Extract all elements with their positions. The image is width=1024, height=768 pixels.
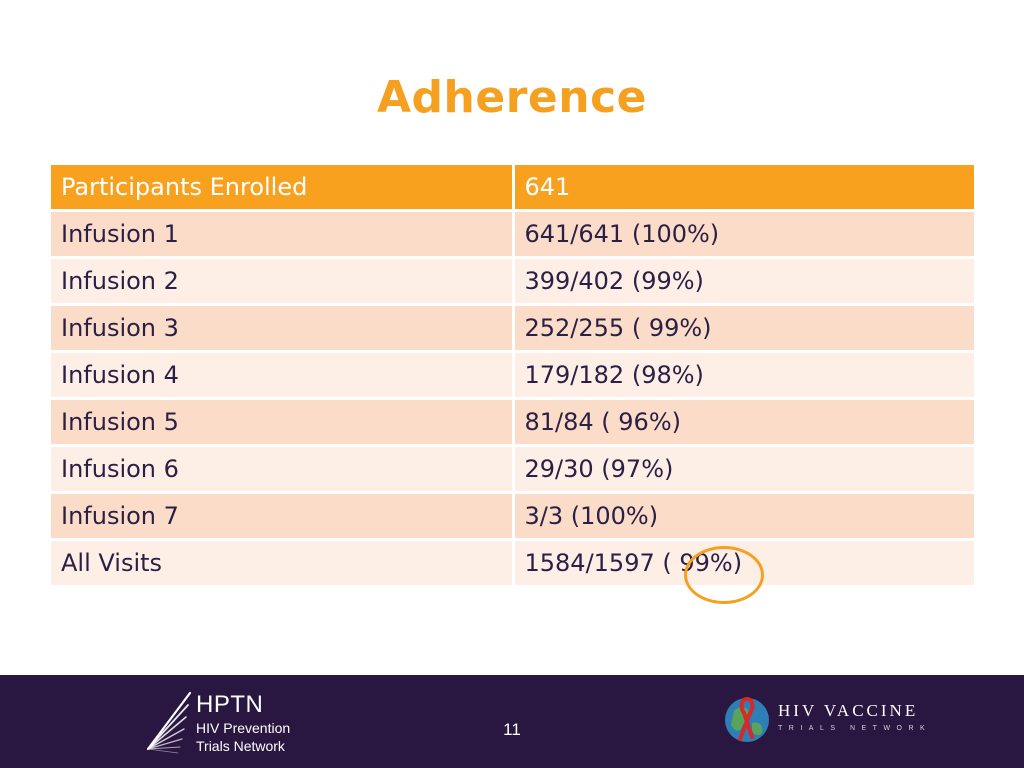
header-value: 641	[511, 165, 974, 212]
row-label: Infusion 2	[51, 257, 513, 306]
hptn-line-2: Trials Network	[196, 738, 285, 754]
header-label: Participants Enrolled	[51, 165, 513, 212]
row-label: Infusion 1	[51, 210, 513, 259]
highlight-circle	[684, 546, 764, 604]
table-row: Infusion 5 81/84 ( 96%)	[51, 398, 974, 447]
table-row: Infusion 4 179/182 (98%)	[51, 351, 974, 400]
row-label: Infusion 5	[51, 398, 513, 447]
table-row: Infusion 2 399/402 (99%)	[51, 257, 974, 306]
row-value: 399/402 (99%)	[511, 257, 974, 306]
adherence-table: Participants Enrolled 641 Infusion 1 641…	[51, 165, 974, 588]
footer-bar: HPTN HIV Prevention Trials Network 11 HI…	[0, 675, 1024, 768]
row-value: 81/84 ( 96%)	[511, 398, 974, 447]
table-row: Infusion 7 3/3 (100%)	[51, 492, 974, 541]
table-row: Infusion 1 641/641 (100%)	[51, 210, 974, 259]
row-value: 179/182 (98%)	[511, 351, 974, 400]
row-label: All Visits	[51, 539, 513, 588]
hptn-starburst-icon	[146, 691, 192, 754]
table-row: Infusion 3 252/255 ( 99%)	[51, 304, 974, 353]
row-value: 641/641 (100%)	[511, 210, 974, 259]
table-row: Infusion 6 29/30 (97%)	[51, 445, 974, 494]
hptn-logo: HPTN HIV Prevention Trials Network	[140, 685, 360, 760]
hvtn-name: HIV VACCINE	[778, 701, 919, 720]
slide-title: Adherence	[376, 72, 647, 123]
hvtn-sub: TRIALS NETWORK	[778, 725, 932, 732]
row-label: Infusion 6	[51, 445, 513, 494]
table-row: All Visits 1584/1597 ( 99%)	[51, 539, 974, 588]
page-number: 11	[503, 720, 521, 739]
row-label: Infusion 7	[51, 492, 513, 541]
row-label: Infusion 4	[51, 351, 513, 400]
row-label: Infusion 3	[51, 304, 513, 353]
hvtn-globe-ribbon-icon	[725, 697, 769, 742]
hvtn-logo: HIV VACCINE TRIALS NETWORK	[722, 693, 942, 749]
row-value: 252/255 ( 99%)	[511, 304, 974, 353]
hptn-line-1: HIV Prevention	[196, 720, 291, 736]
table-header-row: Participants Enrolled 641	[51, 165, 974, 212]
hptn-name: HPTN	[196, 691, 264, 718]
row-value: 29/30 (97%)	[511, 445, 974, 494]
row-value: 3/3 (100%)	[511, 492, 974, 541]
